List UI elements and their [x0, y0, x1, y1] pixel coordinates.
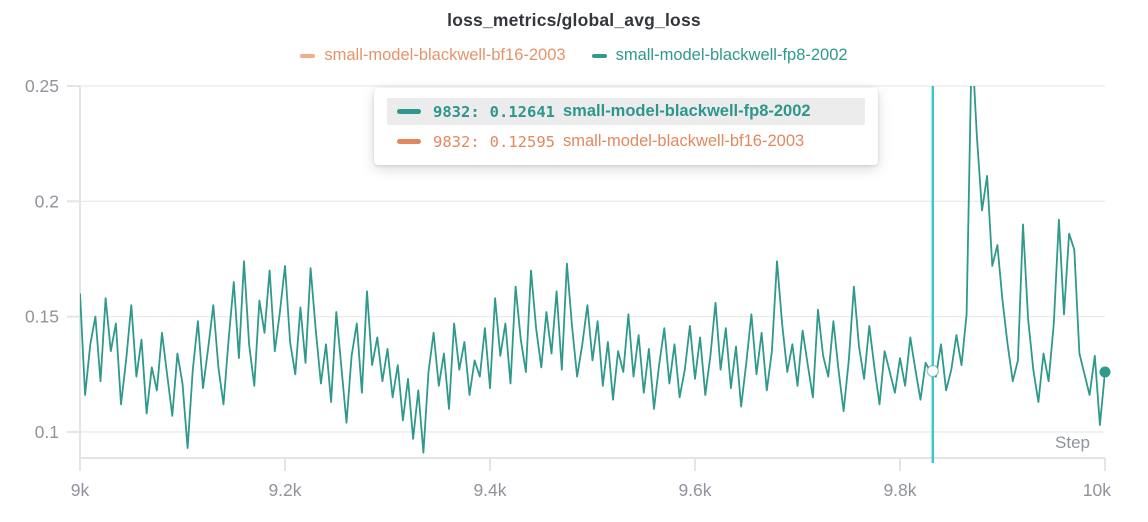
legend-item-label: small-model-blackwell-bf16-2003	[324, 46, 566, 64]
tooltip-step: 9832:	[433, 132, 480, 151]
legend-item-label: small-model-blackwell-fp8-2002	[615, 46, 848, 64]
hover-point-marker	[926, 364, 940, 378]
legend: small-model-blackwell-bf16-2003 small-mod…	[0, 46, 1148, 65]
y-tick-label: 0.1	[35, 422, 59, 442]
x-tick-label: 9.8k	[883, 480, 916, 500]
tooltip-run-name: small-model-blackwell-fp8-2002	[563, 102, 811, 120]
end-point-marker	[1099, 366, 1111, 378]
tooltip-series-dash-icon	[397, 139, 421, 144]
x-tick-label: 10k	[1083, 480, 1111, 500]
y-tick-label: 0.25	[25, 76, 59, 96]
x-tick-label: 9.4k	[473, 480, 506, 500]
legend-item-bf16[interactable]: small-model-blackwell-bf16-2003	[300, 46, 566, 65]
tooltip-series-dash-icon	[397, 109, 421, 114]
hover-tooltip: 9832: 0.12641 small-model-blackwell-fp8-20…	[374, 88, 878, 165]
legend-item-fp8[interactable]: small-model-blackwell-fp8-2002	[591, 46, 848, 65]
y-tick-label: 0.15	[25, 307, 59, 327]
tooltip-value: 0.12641	[489, 102, 555, 121]
tooltip-step: 9832:	[433, 102, 480, 121]
x-tick-label: 9.6k	[678, 480, 711, 500]
tooltip-value: 0.12595	[489, 132, 555, 151]
x-tick-label: 9.2k	[268, 480, 301, 500]
tooltip-row: 9832: 0.12641 small-model-blackwell-fp8-20…	[387, 98, 865, 125]
legend-dash-icon	[591, 53, 607, 58]
x-tick-label: 9k	[71, 480, 90, 500]
x-axis-label-step: Step	[1055, 433, 1090, 452]
tooltip-row: 9832: 0.12595 small-model-blackwell-bf16-2…	[387, 128, 865, 155]
y-tick-label: 0.2	[35, 191, 59, 211]
tooltip-run-name: small-model-blackwell-bf16-2003	[563, 132, 805, 150]
chart-title: loss_metrics/global_avg_loss	[447, 10, 701, 30]
legend-dash-icon	[300, 53, 316, 58]
